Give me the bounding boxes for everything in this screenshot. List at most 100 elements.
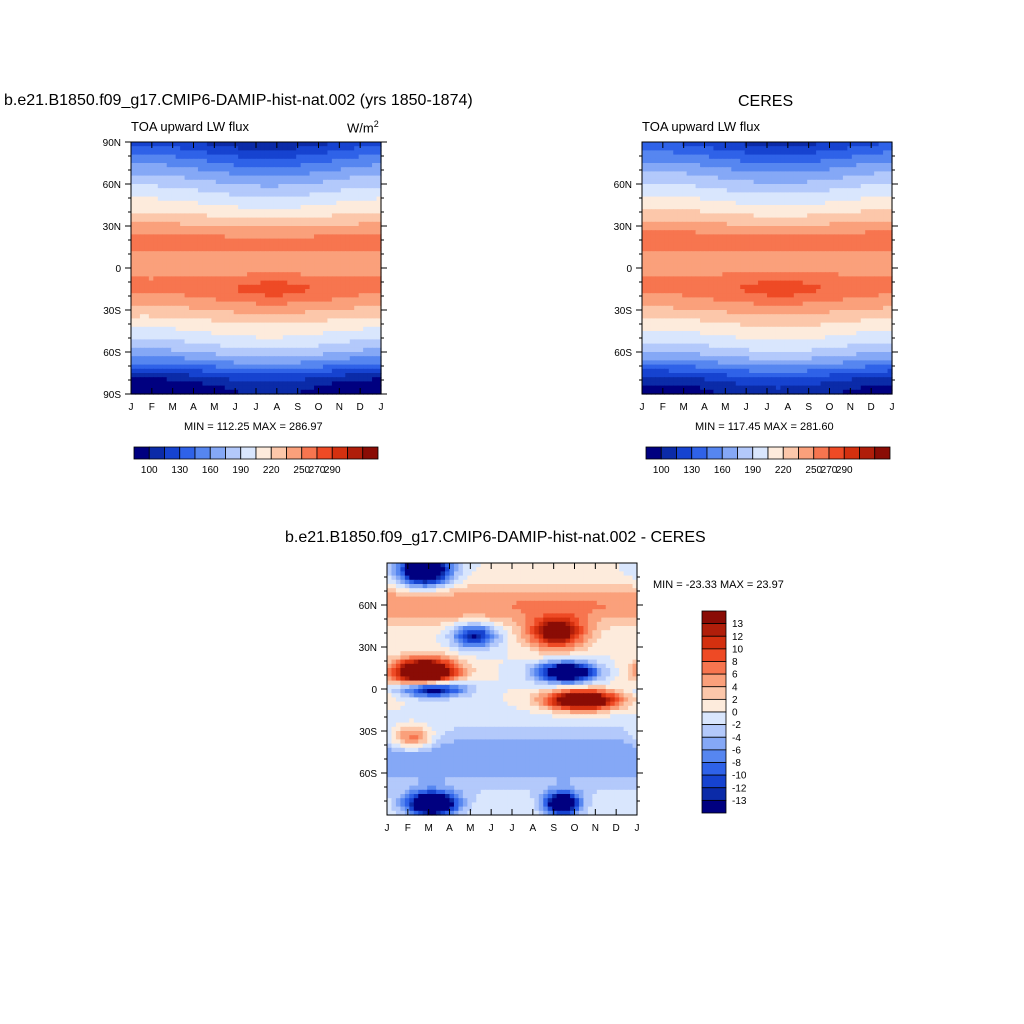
field-cell (220, 238, 226, 244)
field-cell (184, 318, 190, 324)
field-cell (758, 217, 764, 223)
field-cell (354, 364, 360, 370)
field-cell (135, 352, 141, 357)
field-cell (780, 142, 786, 147)
field-cell (318, 230, 324, 235)
field-cell (851, 234, 857, 240)
field-cell (215, 247, 221, 252)
field-cell (220, 163, 226, 168)
field-cell (296, 255, 302, 261)
field-cell (256, 251, 262, 256)
field-cell (247, 167, 253, 172)
field-cell (184, 242, 190, 248)
field-cell (296, 360, 302, 366)
field-cell (224, 158, 230, 164)
field-cell (367, 184, 373, 189)
field-cell (314, 360, 320, 366)
field-cell (731, 188, 737, 193)
field-cell (131, 226, 137, 231)
field-cell (291, 200, 297, 206)
field-cell (144, 217, 150, 223)
field-cell (189, 272, 195, 277)
field-cell (278, 171, 284, 177)
field-cell (865, 200, 871, 206)
field-cell (331, 188, 337, 193)
field-cell (758, 209, 764, 214)
field-cell (282, 352, 288, 357)
field-cell (833, 154, 840, 160)
field-cell (211, 242, 217, 248)
field-cell (771, 196, 777, 202)
field-cell (340, 343, 346, 349)
field-cell (740, 167, 746, 172)
field-cell (336, 343, 342, 349)
field-cell (668, 213, 674, 219)
field-cell (802, 192, 808, 198)
field-cell (869, 221, 875, 227)
field-cell (686, 192, 692, 198)
field-cell (282, 305, 288, 311)
field-cell (180, 284, 186, 290)
field-cell (260, 230, 266, 235)
field-cell (238, 146, 244, 151)
field-cell (184, 276, 190, 282)
field-cell (229, 259, 235, 265)
field-cell (153, 213, 159, 219)
field-cell (260, 209, 266, 214)
field-cell (256, 331, 262, 336)
field-cell (273, 352, 279, 357)
field-cell (264, 377, 270, 382)
field-cell (247, 280, 253, 286)
field-cell (816, 234, 822, 240)
field-cell (247, 301, 253, 307)
field-cell (731, 238, 737, 244)
field-cell (166, 154, 172, 160)
field-cell (758, 167, 764, 172)
field-cell (865, 146, 871, 151)
field-cell (211, 217, 217, 223)
field-cell (162, 146, 168, 151)
field-cell (224, 247, 230, 252)
field-cell (242, 268, 248, 273)
colorbar-box (240, 446, 257, 460)
field-cell (229, 154, 235, 160)
field-cell (220, 142, 226, 147)
field-cell (153, 175, 159, 181)
field-cell (135, 179, 141, 185)
field-cell (251, 230, 257, 235)
field-cell (247, 276, 253, 282)
field-cell (878, 158, 884, 164)
field-cell (336, 247, 342, 252)
field-cell (184, 213, 190, 219)
field-cell (349, 301, 355, 307)
field-cell (215, 272, 221, 277)
field-cell (816, 196, 822, 202)
field-cell (318, 259, 324, 265)
field-cell (664, 242, 670, 248)
field-cell (300, 305, 306, 311)
field-cell (349, 238, 355, 244)
field-cell (775, 192, 781, 198)
field-cell (139, 234, 145, 240)
field-cell (148, 318, 154, 324)
field-cell (269, 272, 275, 277)
field-cell (215, 234, 221, 240)
field-cell (731, 175, 737, 181)
field-cell (256, 385, 262, 391)
field-cell (251, 310, 257, 315)
field-cell (793, 171, 799, 177)
field-cell (646, 234, 652, 240)
field-cell (793, 209, 799, 214)
field-cell (139, 301, 145, 307)
field-cell (659, 167, 665, 172)
field-cell (784, 226, 790, 231)
field-cell (139, 163, 145, 168)
field-cell (215, 268, 221, 273)
field-cell (162, 389, 168, 395)
field-cell (180, 352, 186, 357)
field-cell (856, 171, 862, 177)
field-cell (197, 226, 204, 231)
field-cell (233, 284, 239, 290)
field-cell (816, 205, 822, 210)
field-cell (233, 213, 239, 219)
